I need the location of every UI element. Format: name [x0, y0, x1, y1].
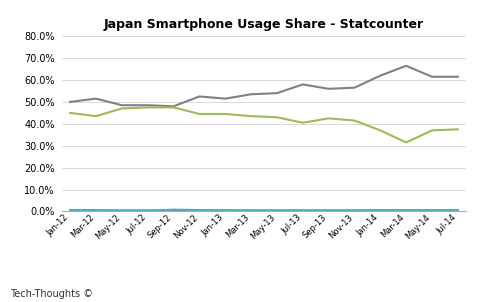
Windows	[429, 208, 435, 212]
iPhone	[274, 91, 280, 95]
Android	[119, 107, 125, 110]
Windows	[351, 208, 357, 212]
Blackberry	[274, 209, 280, 213]
Blackberry	[377, 209, 383, 213]
Windows	[67, 209, 73, 213]
iPhone	[171, 104, 177, 108]
Windows	[403, 208, 409, 212]
Android	[196, 112, 202, 116]
Android	[326, 117, 332, 120]
iPhone	[351, 86, 357, 89]
Android	[429, 129, 435, 132]
iPhone	[119, 103, 125, 107]
Blackberry	[222, 209, 228, 212]
iPhone	[300, 82, 306, 86]
Android	[93, 114, 99, 118]
Windows	[300, 208, 306, 212]
iPhone	[326, 87, 332, 91]
Blackberry	[429, 209, 435, 213]
Blackberry	[248, 209, 254, 213]
iPhone	[403, 64, 409, 68]
Windows	[119, 209, 125, 213]
Android	[455, 127, 461, 131]
Line: iPhone: iPhone	[70, 66, 458, 106]
Line: Blackberry: Blackberry	[70, 210, 458, 211]
Blackberry	[145, 209, 151, 212]
Windows	[274, 208, 280, 212]
Blackberry	[403, 209, 409, 213]
Line: Android: Android	[70, 108, 458, 143]
Blackberry	[119, 209, 125, 212]
iPhone	[455, 75, 461, 79]
Windows	[145, 209, 151, 213]
iPhone	[93, 97, 99, 101]
Blackberry	[67, 208, 73, 212]
Blackberry	[455, 209, 461, 213]
Android	[67, 111, 73, 115]
Windows	[248, 208, 254, 212]
Text: Tech-Thoughts ©: Tech-Thoughts ©	[10, 289, 93, 299]
Blackberry	[351, 209, 357, 213]
Android	[403, 141, 409, 144]
Windows	[455, 208, 461, 212]
Blackberry	[171, 209, 177, 212]
Windows	[326, 208, 332, 212]
iPhone	[222, 97, 228, 101]
Android	[351, 119, 357, 122]
Windows	[222, 208, 228, 212]
iPhone	[377, 74, 383, 78]
Android	[171, 106, 177, 109]
Blackberry	[196, 209, 202, 212]
Android	[274, 115, 280, 119]
iPhone	[145, 103, 151, 107]
Title: Japan Smartphone Usage Share - Statcounter: Japan Smartphone Usage Share - Statcount…	[104, 18, 424, 31]
iPhone	[429, 75, 435, 79]
Blackberry	[93, 208, 99, 212]
Android	[222, 112, 228, 116]
Windows	[93, 209, 99, 213]
Line: Windows: Windows	[70, 210, 458, 211]
Windows	[171, 208, 177, 211]
Android	[145, 106, 151, 109]
Android	[300, 121, 306, 124]
Android	[248, 114, 254, 118]
Windows	[196, 208, 202, 212]
Blackberry	[300, 209, 306, 213]
iPhone	[248, 92, 254, 96]
Windows	[377, 208, 383, 212]
iPhone	[196, 95, 202, 98]
Android	[377, 129, 383, 132]
Blackberry	[326, 209, 332, 213]
iPhone	[67, 100, 73, 104]
